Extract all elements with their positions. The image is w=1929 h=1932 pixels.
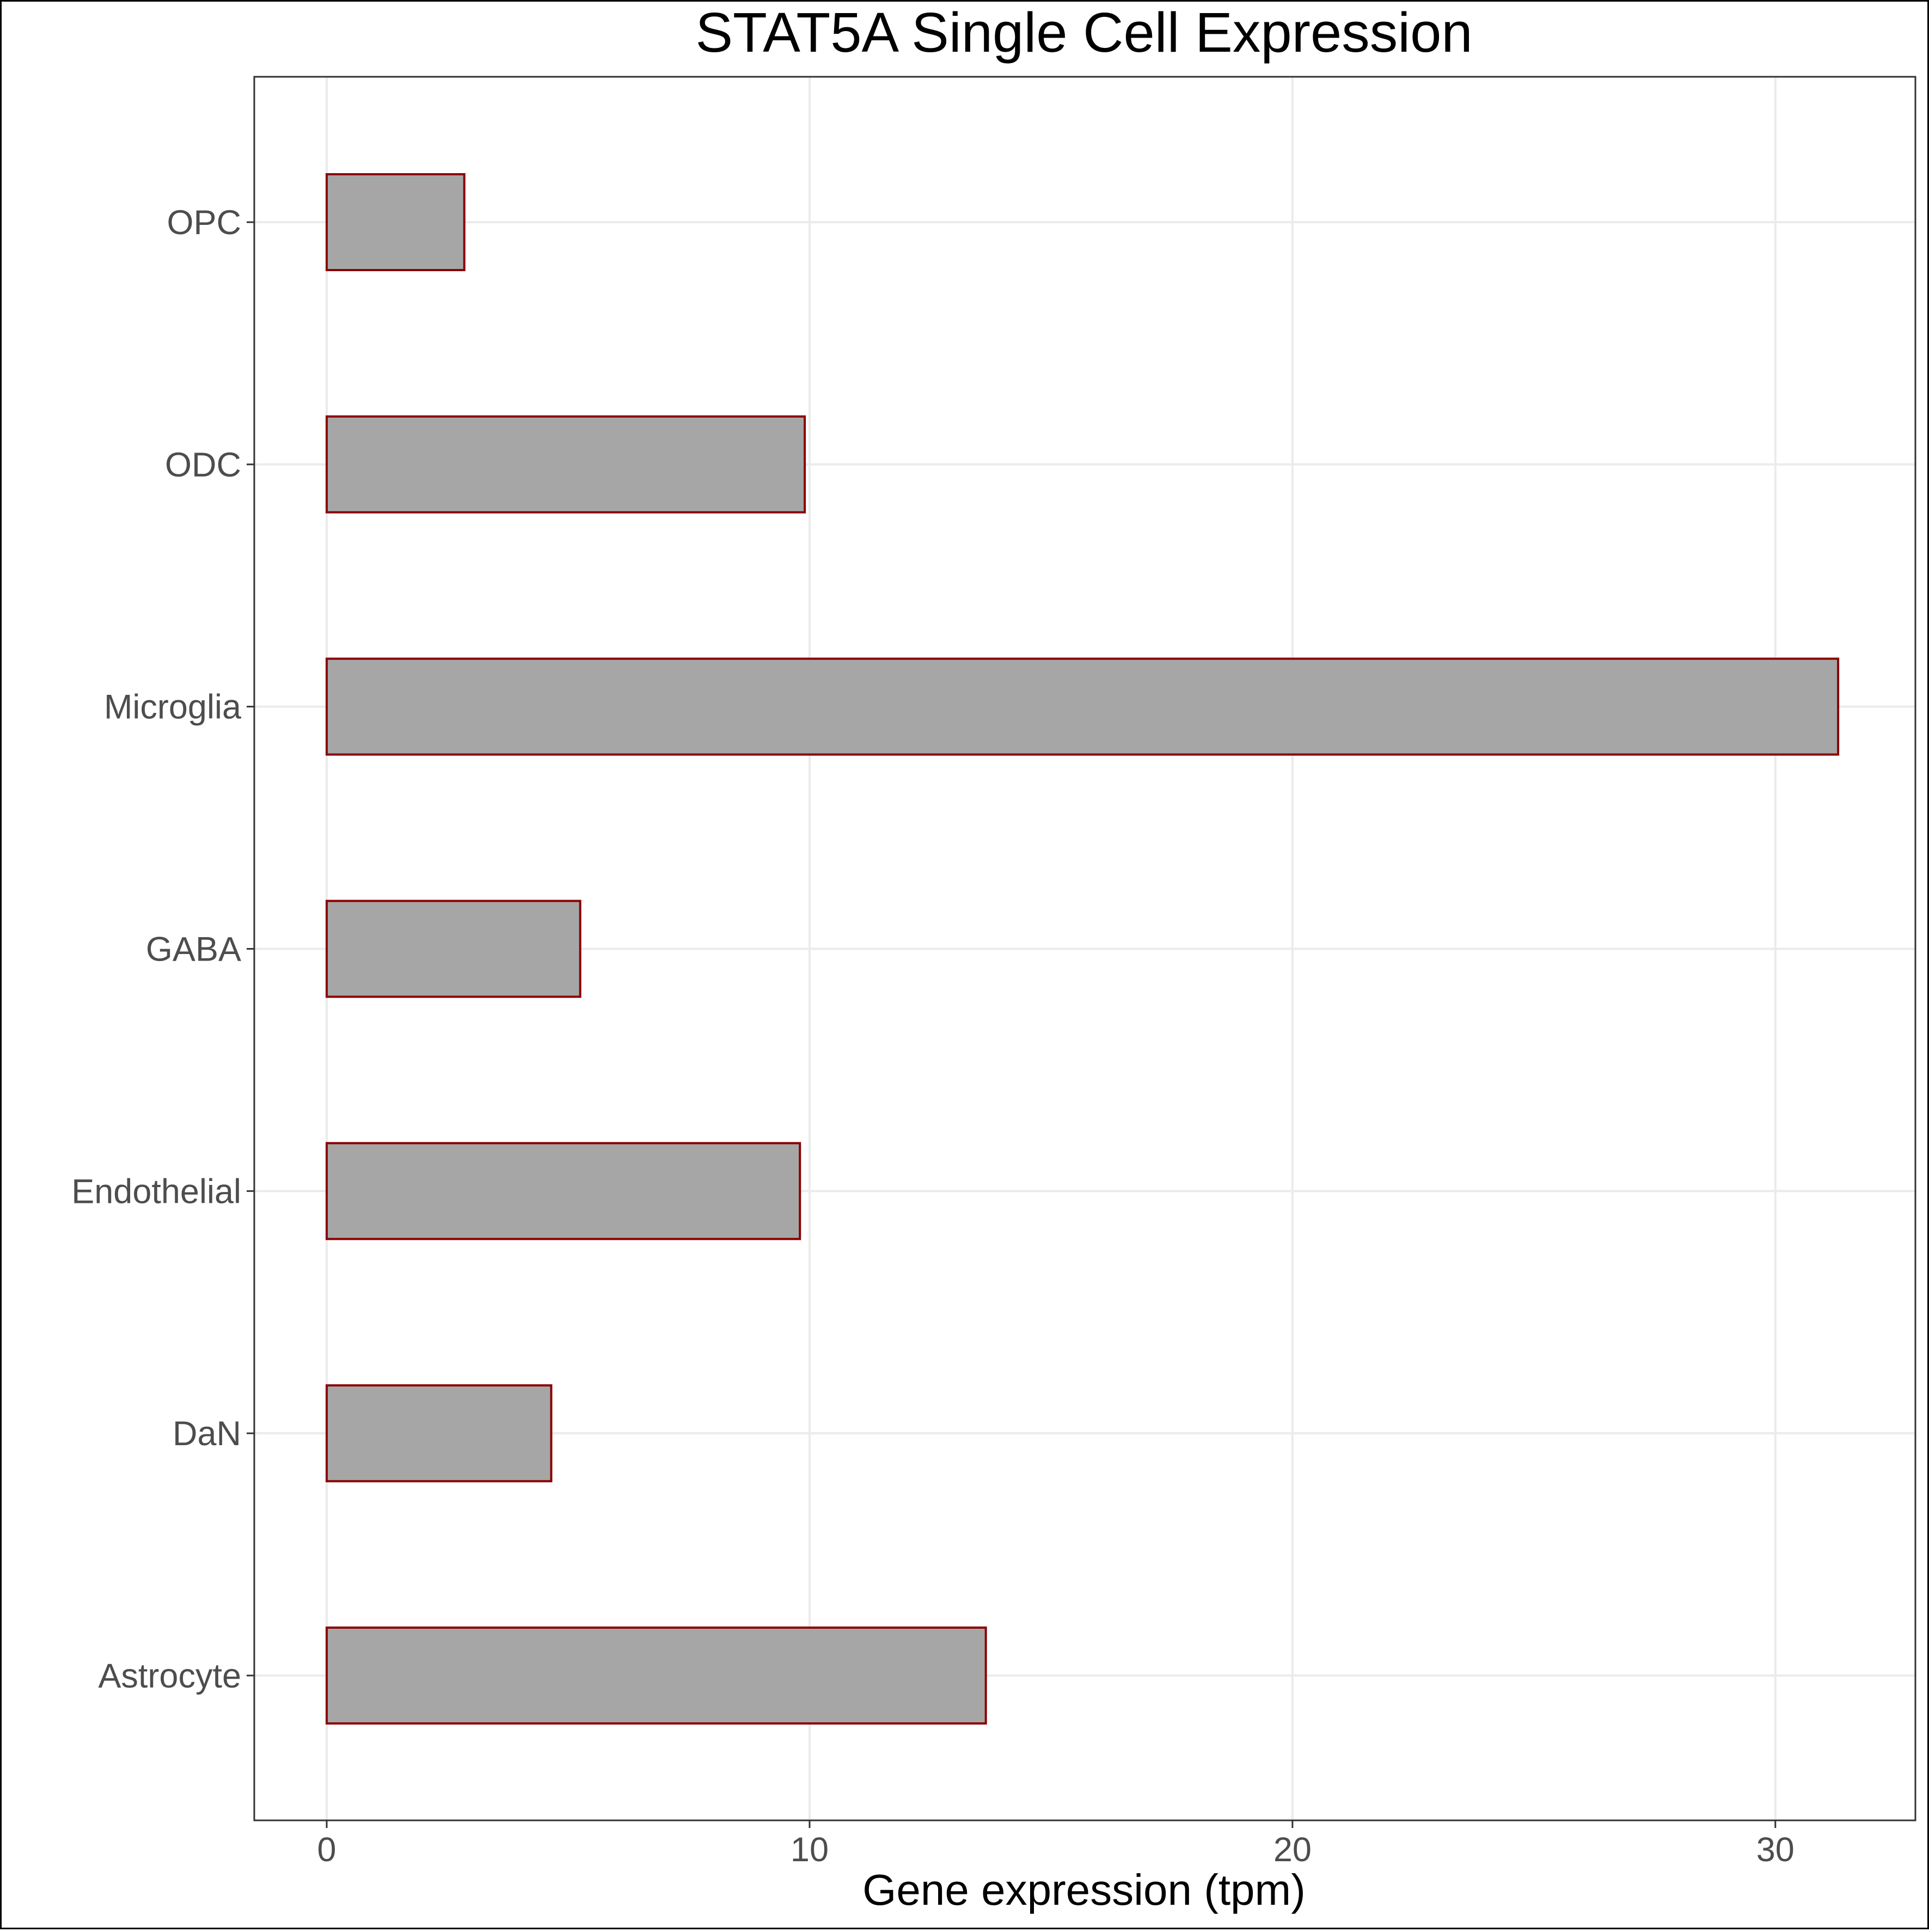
y-tick-label: GABA xyxy=(146,931,241,969)
bar-gaba xyxy=(326,900,581,998)
bar-astrocyte xyxy=(326,1627,987,1725)
bar-endothelial xyxy=(326,1142,801,1240)
y-tick-label: DaN xyxy=(173,1415,241,1453)
bar-microglia xyxy=(326,657,1840,756)
bar-opc xyxy=(326,173,466,271)
y-tick-label: OPC xyxy=(167,204,241,242)
y-tick-label: Endothelial xyxy=(71,1172,241,1210)
bar-odc xyxy=(326,415,806,513)
x-tick-label: 0 xyxy=(317,1831,336,1869)
ticks-layer: OPC ODC Microglia GABA Endothelial DaN Astrocy… xyxy=(71,204,1795,1869)
chart-title: STAT5A Single Cell Expression xyxy=(695,1,1472,64)
x-tick-label: 20 xyxy=(1273,1831,1312,1869)
bars-layer xyxy=(326,173,1840,1725)
x-tick-label: 30 xyxy=(1756,1831,1795,1869)
y-tick-label: ODC xyxy=(165,446,241,484)
bar-dan xyxy=(326,1384,553,1483)
y-tick-label: Astrocyte xyxy=(98,1657,241,1695)
x-tick-label: 10 xyxy=(791,1831,829,1869)
x-axis-title: Gene expression (tpm) xyxy=(862,1866,1306,1914)
y-tick-label: Microglia xyxy=(104,688,242,726)
